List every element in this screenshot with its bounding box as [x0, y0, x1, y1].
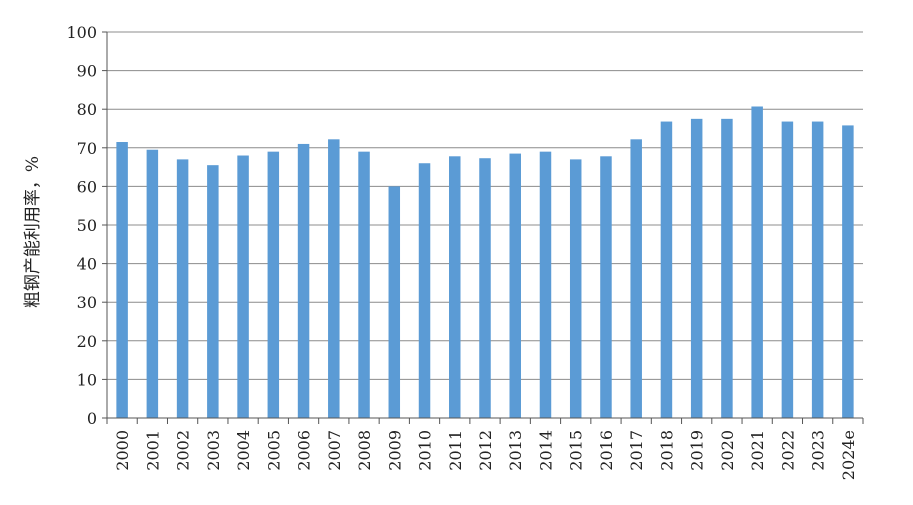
x-tick-label: 2013 — [506, 430, 525, 471]
x-tick-label: 2016 — [597, 430, 616, 471]
bar-2013 — [509, 153, 521, 418]
bar-2008 — [358, 151, 370, 418]
y-tick-label: 60 — [77, 177, 97, 196]
bar-2024e — [842, 125, 854, 419]
y-axis-label: 粗钢产能利用率，% — [23, 156, 43, 308]
x-tick-label: 2015 — [567, 430, 586, 471]
x-tick-label: 2010 — [416, 430, 435, 471]
x-tick-label: 2000 — [113, 430, 132, 471]
x-tick-label: 2022 — [778, 430, 797, 471]
bar-2002 — [176, 159, 189, 418]
bars — [116, 106, 854, 419]
y-tick-label: 30 — [77, 293, 97, 312]
bar-2022 — [781, 121, 794, 418]
x-tick-label: 2008 — [355, 430, 374, 471]
axes — [102, 31, 864, 424]
x-tick-label: 2018 — [657, 430, 676, 471]
bar-2004 — [237, 155, 249, 418]
y-tick-label: 90 — [77, 62, 97, 81]
y-tick-label: 40 — [77, 255, 97, 274]
x-tick-label: 2003 — [204, 430, 223, 471]
x-tick-label: 2009 — [385, 430, 404, 471]
y-tick-label: 50 — [77, 216, 97, 235]
x-tick-label: 2006 — [295, 430, 314, 471]
y-tick-label: 0 — [87, 409, 97, 428]
x-tick-label: 2024e — [839, 430, 858, 480]
bar-2009 — [388, 186, 401, 418]
x-tick-labels: 2000 2001 2002 2003 2004 2005 2006 2007 2008 2009… — [113, 430, 858, 480]
bar-2003 — [207, 165, 219, 418]
x-tick-label: 2023 — [809, 430, 828, 471]
x-tick-label: 2007 — [325, 430, 344, 471]
y-tick-label: 70 — [77, 139, 97, 158]
x-tick-label: 2012 — [476, 430, 495, 471]
bar-2019 — [690, 118, 703, 418]
bar-2015 — [569, 159, 582, 418]
bar-2016 — [600, 156, 612, 419]
bar-2005 — [267, 151, 280, 418]
bar-2011 — [449, 156, 461, 419]
y-tick-labels: 0 10 20 30 40 50 60 70 80 90 100 — [66, 23, 97, 428]
y-tick-label: 20 — [77, 332, 97, 351]
x-tick-label: 2014 — [536, 430, 555, 471]
bar-2023 — [811, 121, 824, 418]
x-tick-label: 2020 — [718, 430, 737, 471]
y-tick-label: 10 — [77, 370, 97, 389]
bar-2018 — [660, 121, 673, 418]
y-tick-label: 100 — [66, 23, 97, 42]
x-tick-label: 2017 — [627, 430, 646, 471]
bar-2001 — [146, 149, 159, 419]
x-tick-label: 2002 — [174, 430, 193, 471]
bar-2021 — [751, 106, 763, 419]
bar-2012 — [479, 158, 491, 419]
bar-2007 — [328, 139, 340, 419]
bar-2006 — [297, 143, 310, 418]
x-tick-label: 2011 — [446, 430, 465, 471]
x-tick-label: 2001 — [143, 430, 162, 471]
y-tick-label: 80 — [77, 100, 97, 119]
bar-2010 — [418, 163, 431, 418]
bar-2000 — [116, 142, 128, 418]
bar-2017 — [630, 139, 642, 419]
x-tick-label: 2004 — [234, 430, 253, 471]
x-tick-label: 2005 — [264, 430, 283, 471]
bar-2014 — [539, 151, 552, 418]
x-tick-label: 2019 — [688, 430, 707, 471]
x-tick-label: 2021 — [748, 430, 767, 471]
bar-2020 — [721, 118, 733, 418]
